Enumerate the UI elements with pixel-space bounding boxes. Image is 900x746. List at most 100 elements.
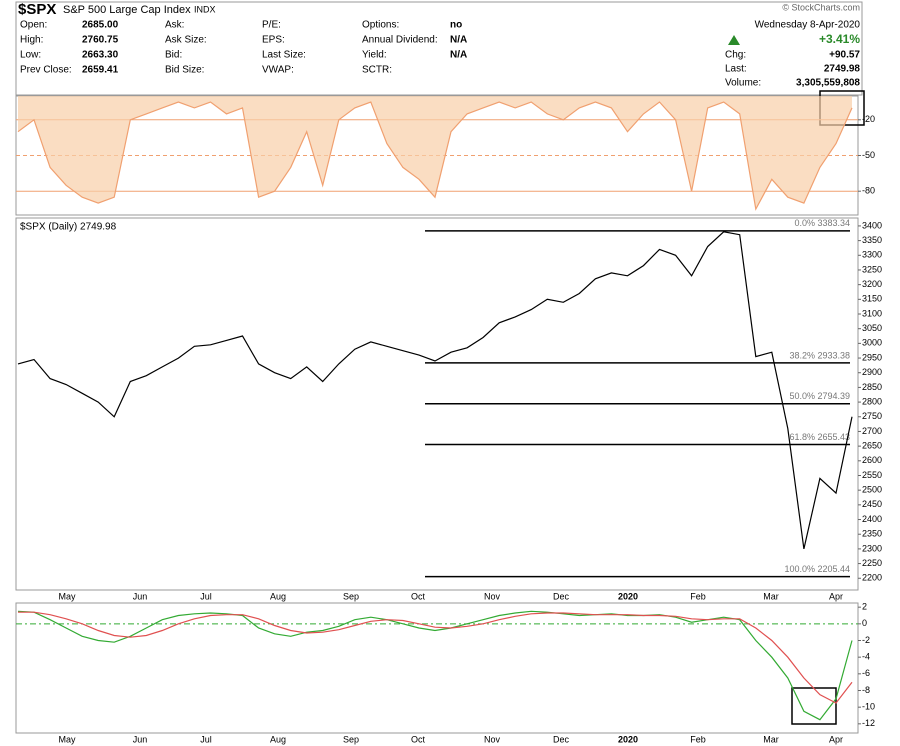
quote-value: 3,305,559,808 — [796, 78, 860, 89]
x-tick-label: 2020 — [618, 591, 638, 601]
y-tick-label: -12 — [862, 718, 875, 728]
y-tick-label: -10 — [862, 702, 875, 712]
x-tick-label: Apr — [829, 591, 843, 601]
y-tick-label: 3050 — [862, 323, 882, 333]
y-tick-label: 3250 — [862, 264, 882, 274]
field-label: Bid Size: — [165, 65, 204, 76]
y-tick-label: -2 — [862, 635, 870, 645]
x-tick-label: Nov — [484, 591, 501, 601]
y-tick-label: 0 — [862, 618, 867, 628]
fib-label: 0.0% 3383.34 — [794, 218, 850, 228]
x-tick-label: Jun — [133, 591, 148, 601]
field-label: Yield: — [362, 50, 387, 61]
y-tick-label: 2500 — [862, 485, 882, 495]
y-tick-label: 2650 — [862, 441, 882, 451]
y-tick-label: 2700 — [862, 426, 882, 436]
area — [18, 96, 852, 210]
x-tick-label: Apr — [829, 734, 843, 744]
x-tick-label: Sep — [343, 734, 359, 744]
field-label: VWAP: — [262, 65, 294, 76]
field-value: no — [450, 20, 462, 31]
fib-label: 38.2% 2933.38 — [789, 350, 850, 360]
y-tick-label: 2950 — [862, 352, 882, 362]
y-tick-label: -4 — [862, 652, 870, 662]
y-tick-label: 3350 — [862, 235, 882, 245]
y-tick-label: -6 — [862, 668, 870, 678]
field-label: P/E: — [262, 20, 281, 31]
quote-value: +90.57 — [829, 50, 860, 61]
credit: © StockCharts.com — [782, 2, 860, 12]
x-tick-label: Sep — [343, 591, 359, 601]
y-tick-label: 3150 — [862, 294, 882, 304]
field-label: SCTR: — [362, 65, 392, 76]
fib-label: 61.8% 2655.43 — [789, 432, 850, 442]
field-value: N/A — [450, 50, 467, 61]
y-tick-label: -80 — [862, 186, 875, 196]
field-value: 2685.00 — [82, 20, 119, 31]
x-tick-label: Aug — [270, 734, 286, 744]
legend: $SPX (Daily) 2749.98 — [20, 222, 117, 233]
quote-label: Last: — [725, 64, 747, 75]
x-tick-label: Oct — [411, 591, 426, 601]
x-tick-label: Dec — [553, 734, 570, 744]
field-value: N/A — [450, 35, 467, 46]
y-tick-label: 2350 — [862, 529, 882, 539]
field-value: 2659.41 — [82, 65, 119, 76]
y-tick-label: 2850 — [862, 382, 882, 392]
y-tick-label: 3100 — [862, 308, 882, 318]
field-label: Ask: — [165, 20, 184, 31]
y-tick-label: 3300 — [862, 250, 882, 260]
change-pct: +3.41% — [819, 32, 860, 46]
field-label: Options: — [362, 20, 399, 31]
x-tick-label: Mar — [763, 591, 779, 601]
y-tick-label: -20 — [862, 114, 875, 124]
fib-label: 50.0% 2794.39 — [789, 391, 850, 401]
field-label: Ask Size: — [165, 35, 207, 46]
series-line — [17, 231, 853, 550]
x-tick-label: Jul — [200, 734, 212, 744]
y-tick-label: 3400 — [862, 220, 882, 230]
field-label: Last Size: — [262, 50, 306, 61]
y-tick-label: 2450 — [862, 499, 882, 509]
field-value: 2663.30 — [82, 50, 119, 61]
symbol-name: S&P 500 Large Cap Index — [63, 4, 191, 16]
x-tick-label: Mar — [763, 734, 779, 744]
y-tick-label: 2750 — [862, 411, 882, 421]
x-tick-label: Jun — [133, 734, 148, 744]
field-value: 2760.75 — [82, 35, 119, 46]
x-tick-label: Feb — [690, 591, 706, 601]
x-tick-label: Aug — [270, 591, 286, 601]
x-tick-label: Nov — [484, 734, 501, 744]
x-tick-label: Oct — [411, 734, 426, 744]
y-tick-label: -8 — [862, 685, 870, 695]
quote-value: 2749.98 — [824, 64, 861, 75]
series-line — [17, 101, 853, 211]
y-tick-label: 2900 — [862, 367, 882, 377]
field-label: Bid: — [165, 50, 182, 61]
x-tick-label: May — [58, 591, 76, 601]
date: Wednesday 8-Apr-2020 — [755, 20, 861, 31]
y-tick-label: 2250 — [862, 558, 882, 568]
field-label: Open: — [20, 20, 47, 31]
y-tick-label: 3000 — [862, 338, 882, 348]
field-label: EPS: — [262, 35, 285, 46]
y-tick-label: 3200 — [862, 279, 882, 289]
x-tick-label: 2020 — [618, 734, 638, 744]
x-tick-label: May — [58, 734, 76, 744]
symbol: $SPX — [18, 1, 56, 18]
y-tick-label: 2550 — [862, 470, 882, 480]
quote-label: Chg: — [725, 50, 746, 61]
x-tick-label: Dec — [553, 591, 570, 601]
field-label: Prev Close: — [20, 65, 72, 76]
y-tick-label: 2300 — [862, 543, 882, 553]
field-label: Low: — [20, 50, 41, 61]
header-box — [15, 1, 863, 96]
y-tick-label: -50 — [862, 150, 875, 160]
exchange: INDX — [194, 4, 216, 14]
y-tick-label: 2800 — [862, 396, 882, 406]
series-line — [18, 611, 853, 704]
panel-frame — [15, 602, 859, 734]
field-label: Annual Dividend: — [362, 35, 438, 46]
y-tick-label: 2600 — [862, 455, 882, 465]
